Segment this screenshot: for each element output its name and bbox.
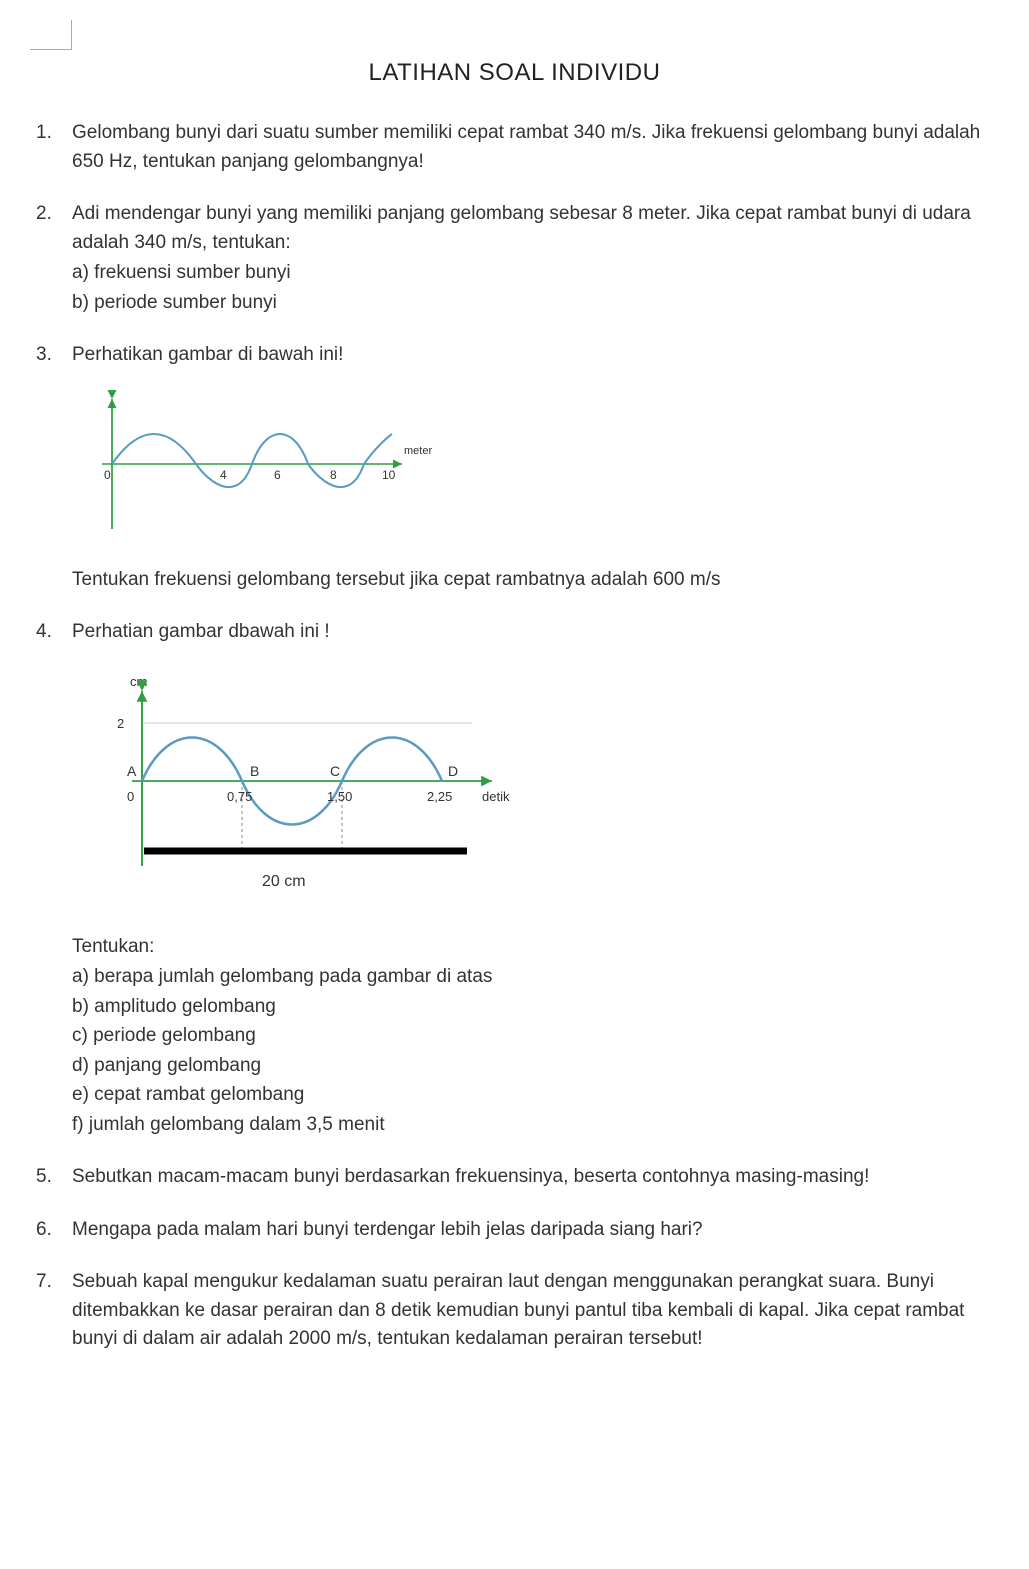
q3-stem: Perhatikan gambar di bawah ini! <box>72 341 999 370</box>
q4-stem: Perhatian gambar dbawah ini ! <box>72 618 999 647</box>
q4-pt-a: A <box>127 763 137 779</box>
q4-d: d) panjang gelombang <box>72 1052 999 1081</box>
q4-xt-3: 2,25 <box>427 789 452 804</box>
q4-xt-2: 1,50 <box>327 789 352 804</box>
question-7: Sebuah kapal mengukur kedalaman suatu pe… <box>30 1268 999 1354</box>
question-3: Perhatikan gambar di bawah ini! 0 <box>30 341 999 594</box>
q4-ytick: 2 <box>117 716 124 731</box>
q2-b: b) periode sumber bunyi <box>72 289 999 318</box>
q4-pt-c: C <box>330 763 340 779</box>
q4-e: e) cepat rambat gelombang <box>72 1081 999 1110</box>
q7-text: Sebuah kapal mengukur kedalaman suatu pe… <box>72 1271 964 1349</box>
q2-a: a) frekuensi sumber bunyi <box>72 259 999 288</box>
q4-pt-b: B <box>250 763 259 779</box>
q4-pt-d: D <box>448 763 458 779</box>
q3-tick-8: 8 <box>330 468 337 482</box>
q4-a: a) berapa jumlah gelombang pada gambar d… <box>72 963 999 992</box>
question-6: Mengapa pada malam hari bunyi terdengar … <box>30 1216 999 1245</box>
question-1: Gelombang bunyi dari suatu sumber memili… <box>30 119 999 176</box>
question-4: Perhatian gambar dbawah ini ! cm 2 <box>30 618 999 1139</box>
q2-stem: Adi mendengar bunyi yang memiliki panjan… <box>72 200 999 257</box>
q4-f: f) jumlah gelombang dalam 3,5 menit <box>72 1111 999 1140</box>
q3-after: Tentukan frekuensi gelombang tersebut ji… <box>72 566 999 595</box>
question-5: Sebutkan macam-macam bunyi berdasarkan f… <box>30 1163 999 1192</box>
q4-xt-1: 0,75 <box>227 789 252 804</box>
q3-tick-0: 0 <box>104 468 111 482</box>
q4-xlabel: detik <box>482 789 510 804</box>
q5-text: Sebutkan macam-macam bunyi berdasarkan f… <box>72 1166 869 1187</box>
q3-xlabel: meter <box>404 445 432 457</box>
q3-tick-6: 6 <box>274 468 281 482</box>
q3-figure: 0 4 6 8 10 meter <box>72 384 999 544</box>
q4-bracket: 20 cm <box>262 873 306 890</box>
q4-xt-0: 0 <box>127 789 134 804</box>
q4-figure: cm 2 A B C D <box>72 661 999 911</box>
q4-c: c) periode gelombang <box>72 1022 999 1051</box>
corner-box <box>30 20 72 50</box>
question-list: Gelombang bunyi dari suatu sumber memili… <box>30 119 999 1354</box>
q4-ylabel: cm <box>130 674 147 689</box>
q1-text: Gelombang bunyi dari suatu sumber memili… <box>72 122 980 172</box>
q3-tick-10: 10 <box>382 468 396 482</box>
q4-tentukan: Tentukan: <box>72 933 999 962</box>
q3-tick-4: 4 <box>220 468 227 482</box>
question-2: Adi mendengar bunyi yang memiliki panjan… <box>30 200 999 317</box>
q6-text: Mengapa pada malam hari bunyi terdengar … <box>72 1219 703 1240</box>
q4-b: b) amplitudo gelombang <box>72 993 999 1022</box>
page-title: LATIHAN SOAL INDIVIDU <box>30 55 999 91</box>
